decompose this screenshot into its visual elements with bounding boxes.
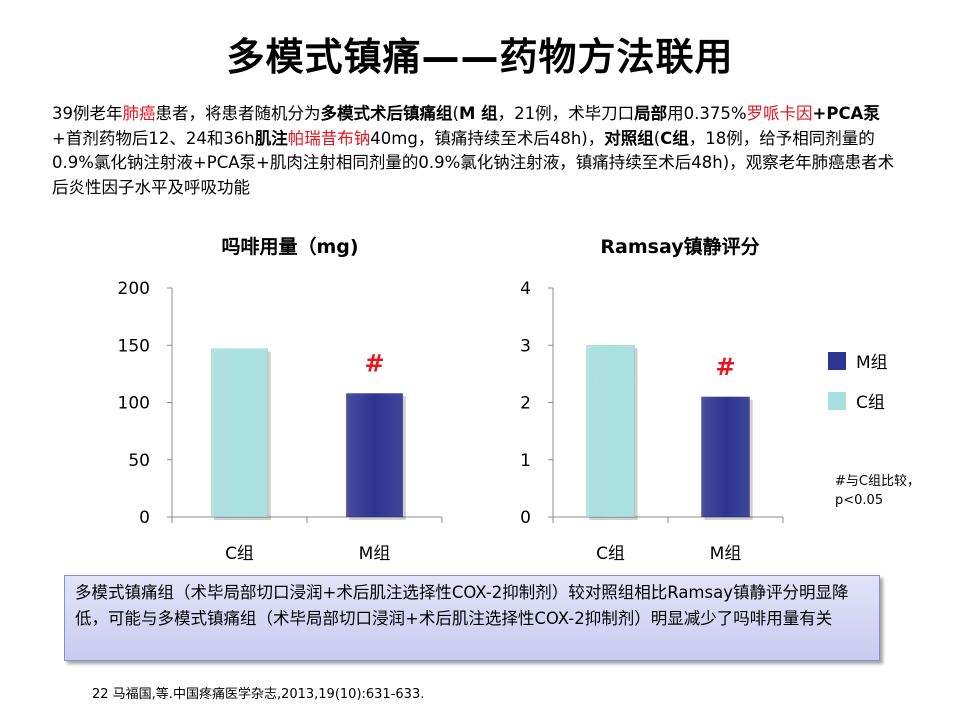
chart-title-ramsay: Ramsay镇静评分: [600, 236, 760, 258]
legend-label-c: C组: [856, 393, 885, 413]
bar-c: [586, 345, 635, 518]
x-category-label: C组: [225, 544, 254, 564]
intro-segment: 多模式术后镇痛组: [320, 104, 453, 123]
bar-c: [210, 348, 269, 518]
intro-segment: +首剂药物后12、24和36h: [52, 128, 255, 148]
x-category-label: M组: [710, 544, 742, 564]
intro-segment: M 组: [458, 104, 498, 123]
y-tick-label: 1: [520, 451, 531, 471]
legend-item-c: C组: [828, 388, 885, 413]
ramsay-bar-chart: 0 1 2 3 4 C组 M组 #: [520, 279, 784, 564]
significance-marker: #: [715, 353, 735, 381]
y-tick-label: 3: [520, 336, 531, 356]
y-tick-label: 100: [118, 394, 150, 414]
intro-segment: ，18例，给予相同剂量的0.9%氯化钠注射液+PCA泵+肌肉注射相同剂量的0.9…: [52, 128, 895, 197]
x-category-label: M组: [359, 544, 391, 564]
y-tick-label: 0: [139, 508, 150, 528]
bar-m: [345, 393, 404, 518]
conclusion-box: 多模式镇痛组（术毕局部切口浸润+术后肌注选择性COX-2抑制剂）较对照组相比Ra…: [64, 575, 880, 661]
x-category-label: C组: [596, 544, 625, 564]
legend-item-m: M组: [828, 348, 888, 373]
intro-segment: 39例老年: [52, 104, 123, 123]
intro-segment: +PCA泵: [812, 104, 880, 123]
legend-swatch-c: [828, 391, 846, 410]
intro-segment: 肌注: [254, 128, 288, 148]
y-tick-label: 200: [118, 279, 150, 299]
intro-segment: 40mg，镇痛持续至术后48h)，: [370, 128, 605, 148]
study-description: 39例老年肺癌患者，将患者随机分为多模式术后镇痛组(M 组，21例，术毕刀口局部…: [52, 102, 902, 200]
legend-swatch-m: [828, 351, 846, 370]
chart-title-morphine: 吗啡用量（mg): [221, 236, 359, 258]
intro-segment: 患者，将患者随机分为: [155, 104, 321, 123]
legend-label-m: M组: [856, 353, 888, 373]
significance-marker: #: [364, 349, 384, 377]
y-tick-label: 0: [520, 508, 531, 528]
intro-segment: (: [452, 104, 459, 123]
significance-note: #与C组比较，p<0.05: [835, 474, 920, 508]
bar-m: [701, 396, 750, 518]
page-title: 多模式镇痛——药物方法联用: [226, 35, 734, 79]
y-tick-label: 4: [520, 279, 531, 299]
intro-segment: 用0.375%: [667, 104, 747, 123]
intro-segment: ，21例，术毕刀口: [497, 104, 635, 123]
intro-segment: 帕瑞昔布钠: [287, 128, 371, 148]
morphine-bar-chart: 0 50 100 150 200 C组 M组 #: [118, 279, 443, 564]
intro-segment: C组: [660, 128, 689, 148]
reference-citation: 22 马福国,等.中国疼痛医学杂志,2013,19(10):631-633.: [92, 687, 425, 702]
intro-segment: (: [653, 128, 661, 148]
y-tick-label: 50: [128, 451, 150, 471]
y-tick-label: 150: [118, 336, 150, 356]
y-tick-label: 2: [520, 394, 531, 414]
intro-segment: 罗哌卡因: [746, 104, 813, 123]
intro-segment: 对照组: [604, 128, 654, 148]
intro-segment: 局部: [634, 104, 668, 123]
intro-segment: 肺癌: [122, 104, 156, 123]
